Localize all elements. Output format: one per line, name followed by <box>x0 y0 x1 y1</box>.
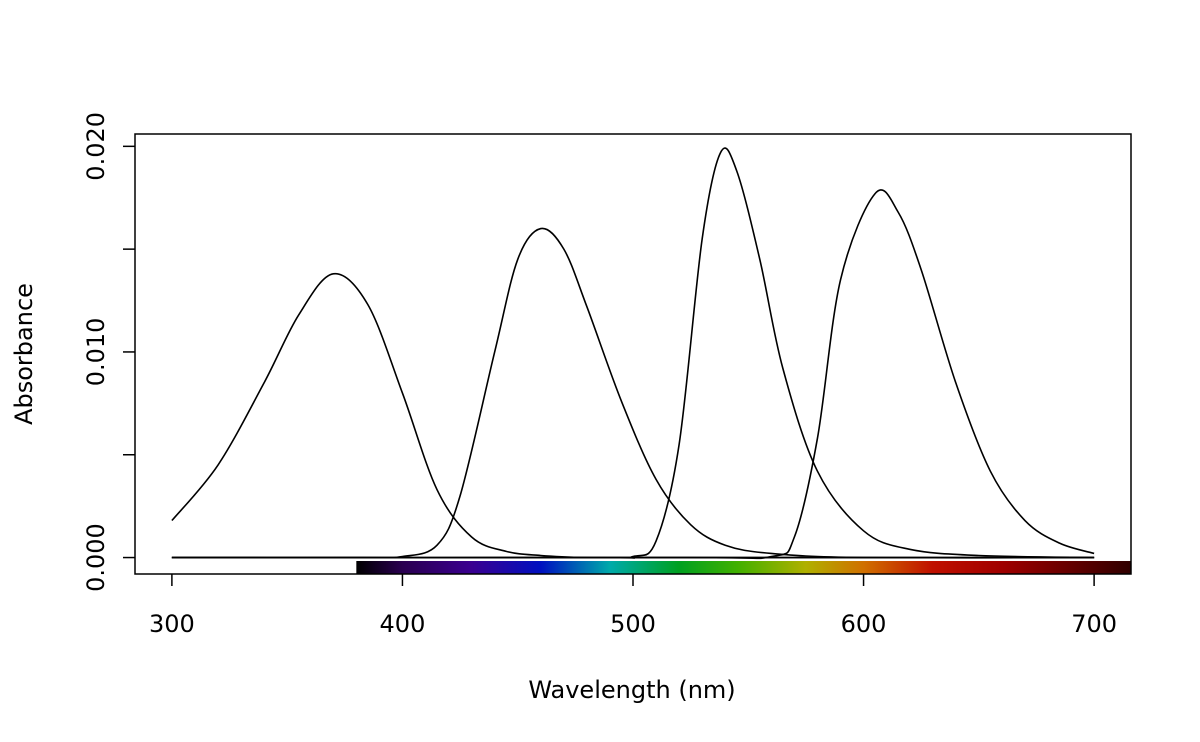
x-tick-label: 700 <box>1071 610 1117 638</box>
y-tick-label: 0.010 <box>82 318 110 387</box>
y-tick-label: 0.000 <box>82 523 110 592</box>
y-axis-label: Absorbance <box>10 283 38 425</box>
x-tick-label: 500 <box>610 610 656 638</box>
curves-layer <box>171 147 1095 560</box>
spectrum-layer <box>356 561 1131 574</box>
plot-frame <box>134 133 1132 575</box>
y-axis: 0.000 0.010 0.020 <box>82 112 135 592</box>
x-tick-label: 400 <box>380 610 426 638</box>
series-line-2 <box>171 227 1095 559</box>
x-axis: 300 400 500 600 700 <box>149 574 1117 638</box>
spectrum-bar <box>356 561 1131 574</box>
y-tick-label: 0.020 <box>82 112 110 181</box>
series-line-4 <box>171 189 1095 560</box>
x-axis-label: Wavelength (nm) <box>528 676 735 704</box>
series-line-3 <box>171 147 1095 559</box>
x-tick-label: 300 <box>149 610 195 638</box>
series-line-1 <box>171 273 1095 559</box>
x-tick-label: 600 <box>841 610 887 638</box>
